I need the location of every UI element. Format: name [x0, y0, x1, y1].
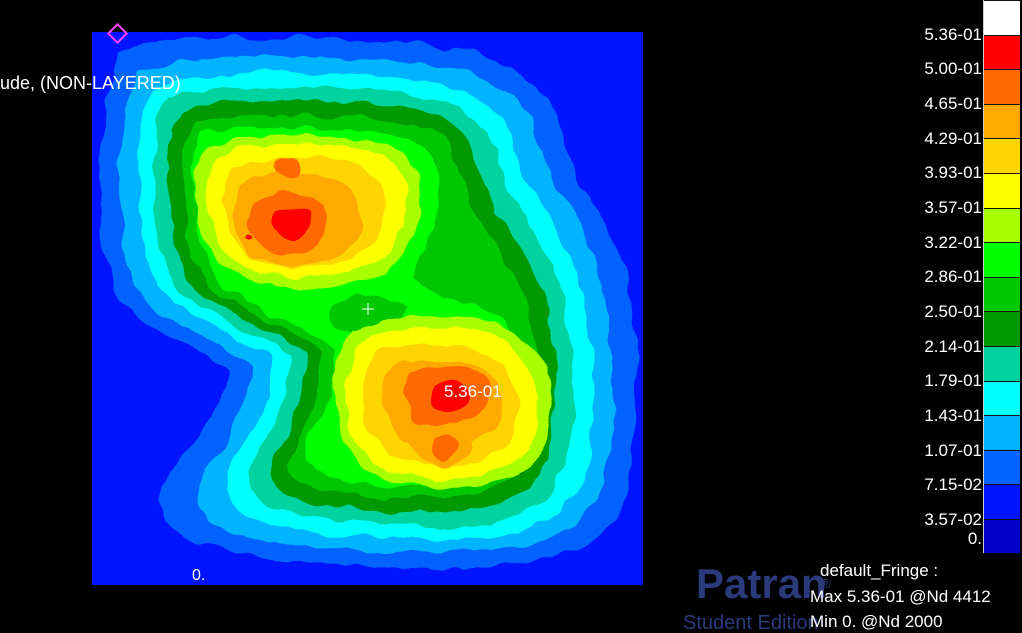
legend-value: 1.79-01	[924, 371, 982, 390]
legend-swatch	[984, 242, 1020, 277]
student-edition-watermark: Student Edition	[683, 612, 819, 633]
legend-swatch	[984, 380, 1020, 416]
peak-value-label: 5.36-01	[444, 382, 502, 401]
fringe-max: Max 5.36-01 @Nd 4412	[810, 587, 991, 606]
origin-marker-diamond-icon	[106, 22, 129, 45]
legend-value: 4.65-01	[924, 94, 982, 113]
registered-mark: ®	[821, 576, 831, 591]
legend-swatch	[984, 207, 1020, 243]
fringe-min: Min 0. @Nd 2000	[810, 612, 943, 631]
legend-color-bar	[983, 0, 1020, 553]
fringe-name: default_Fringe :	[820, 561, 939, 580]
legend-value: 2.14-01	[924, 337, 982, 356]
legend-value: 0.	[967, 529, 982, 548]
patran-logo-watermark: Patran	[696, 560, 827, 607]
contour-bands	[99, 36, 637, 569]
legend-value: 3.57-01	[924, 198, 982, 217]
legend-value: 3.57-02	[924, 510, 982, 529]
legend-value: 1.43-01	[924, 406, 982, 425]
legend-value: 3.22-01	[924, 233, 982, 252]
legend-swatch	[984, 346, 1020, 381]
legend-swatch	[984, 415, 1020, 450]
legend-swatch	[984, 138, 1020, 173]
legend-swatch	[984, 103, 1020, 139]
legend-swatch	[984, 69, 1020, 104]
legend-swatch	[984, 311, 1020, 346]
legend-value: 2.86-01	[924, 267, 982, 286]
legend-value: 7.15-02	[924, 475, 982, 494]
legend-value: 4.29-01	[924, 129, 982, 148]
legend-value: 5.36-01	[924, 25, 982, 44]
rotation-center-crosshair-icon	[362, 303, 374, 315]
legend-swatch	[984, 34, 1020, 70]
legend-swatch	[984, 484, 1020, 519]
legend-swatch	[984, 173, 1020, 208]
corner-min-label: 0.	[192, 567, 206, 584]
legend-value: 2.50-01	[924, 302, 982, 321]
legend-swatch	[984, 0, 1020, 35]
legend-value: 1.07-01	[924, 441, 982, 460]
legend-swatch	[984, 519, 1020, 553]
view-title: ude, (NON-LAYERED)	[0, 73, 181, 93]
legend-value: 5.00-01	[924, 59, 982, 78]
legend-swatch	[984, 449, 1020, 485]
legend-swatch	[984, 276, 1020, 312]
legend-value: 3.93-01	[924, 163, 982, 182]
